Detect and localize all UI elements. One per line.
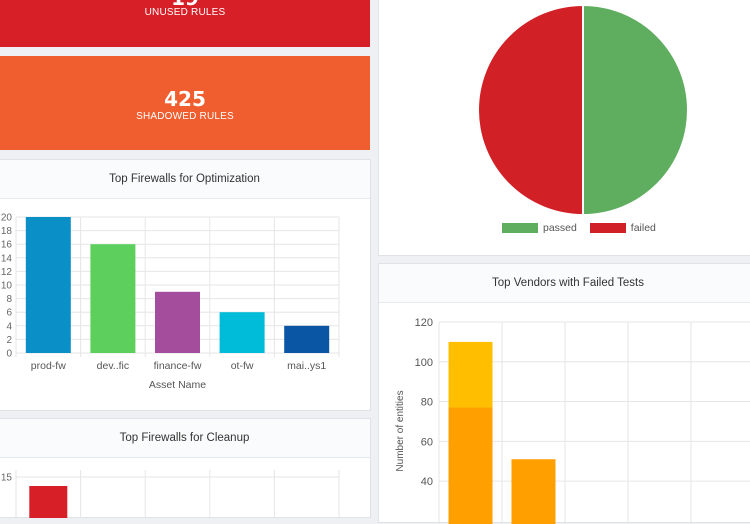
bar-prod-fw bbox=[25, 217, 71, 353]
y-tick-label: 6 bbox=[6, 308, 12, 319]
bar-ot-fw bbox=[219, 312, 265, 353]
tests-pie-chart bbox=[477, 3, 689, 217]
y-tick-label: 14 bbox=[1, 253, 13, 264]
legend-label-failed: failed bbox=[630, 222, 656, 234]
y-tick-label: 15 bbox=[1, 473, 13, 484]
vendors-panel: Top Vendors with Failed Tests 40 60 80 100 1… bbox=[378, 263, 750, 524]
x-tick-label: mai..ys1 bbox=[287, 360, 326, 372]
y-tick-label: 12 bbox=[1, 267, 13, 278]
passed-swatch bbox=[502, 223, 538, 234]
x-tick-label: dev..fic bbox=[97, 360, 129, 372]
unused-rules-tile[interactable]: 19 UNUSED RULES bbox=[0, 0, 370, 47]
bar-mai..ys1 bbox=[284, 325, 330, 353]
vendors-stacked-bar-chart: 40 60 80 100 120 Number of entities bbox=[395, 317, 750, 524]
y-tick-label: 18 bbox=[1, 226, 13, 237]
y-tick-label: 4 bbox=[6, 321, 12, 332]
optimization-panel: Top Firewalls for Optimization 0 2 4 6 8 10 12… bbox=[0, 159, 371, 411]
failed-swatch bbox=[589, 223, 626, 234]
shadowed-rules-count: 425 bbox=[164, 87, 206, 111]
bar-finance-fw bbox=[155, 291, 200, 353]
y-tick-label: 8 bbox=[6, 294, 12, 305]
y-tick-label: 100 bbox=[415, 357, 433, 369]
stacked-bar-segment bbox=[448, 341, 493, 408]
y-tick-label: 0 bbox=[6, 349, 12, 360]
shadowed-rules-tile[interactable]: 425 SHADOWED RULES bbox=[0, 56, 370, 150]
y-tick-label: 16 bbox=[1, 240, 13, 251]
legend-item-passed[interactable]: passed bbox=[502, 222, 580, 234]
tests-pie-panel: passed failed bbox=[378, 0, 750, 256]
y-tick-label: 20 bbox=[1, 213, 13, 224]
x-axis-title: Asset Name bbox=[149, 379, 206, 391]
cleanup-panel-title: Top Firewalls for Cleanup bbox=[0, 419, 370, 458]
x-tick-label: prod-fw bbox=[31, 360, 66, 372]
y-tick-label: 80 bbox=[421, 397, 433, 409]
cleanup-panel: Top Firewalls for Cleanup 15 bbox=[0, 418, 371, 518]
pie-slice-failed bbox=[477, 3, 584, 217]
y-tick-label: 40 bbox=[421, 476, 433, 488]
y-tick-label: 10 bbox=[1, 281, 13, 292]
bar-dev..fic bbox=[90, 244, 136, 353]
legend-label-passed: passed bbox=[543, 222, 577, 234]
stacked-bar-segment bbox=[448, 407, 493, 524]
unused-rules-label: UNUSED RULES bbox=[144, 7, 226, 18]
y-axis-title: Number of entities bbox=[395, 390, 406, 471]
pie-slice-passed bbox=[582, 3, 689, 217]
x-tick-label: ot-fw bbox=[231, 360, 254, 372]
unused-rules-count: 19 bbox=[0, 0, 370, 10]
x-tick-label: finance-fw bbox=[154, 360, 202, 372]
legend-item-failed[interactable]: failed bbox=[589, 222, 656, 234]
shadowed-rules-label: SHADOWED RULES bbox=[136, 111, 234, 122]
optimization-panel-title: Top Firewalls for Optimization bbox=[0, 160, 370, 199]
pie-legend: passed failed bbox=[502, 222, 656, 234]
cleanup-bar-chart: 15 bbox=[1, 470, 340, 518]
y-tick-label: 60 bbox=[421, 436, 433, 448]
y-tick-label: 2 bbox=[6, 335, 12, 346]
optimization-bar-chart: 0 2 4 6 8 10 12 14 16 18 20 prod-fw dev..fic finance-… bbox=[1, 213, 340, 391]
y-tick-label: 120 bbox=[415, 317, 433, 329]
vendors-panel-title: Top Vendors with Failed Tests bbox=[379, 264, 750, 303]
bar-cleanup-1 bbox=[29, 486, 68, 518]
stacked-bar-segment bbox=[511, 459, 556, 524]
